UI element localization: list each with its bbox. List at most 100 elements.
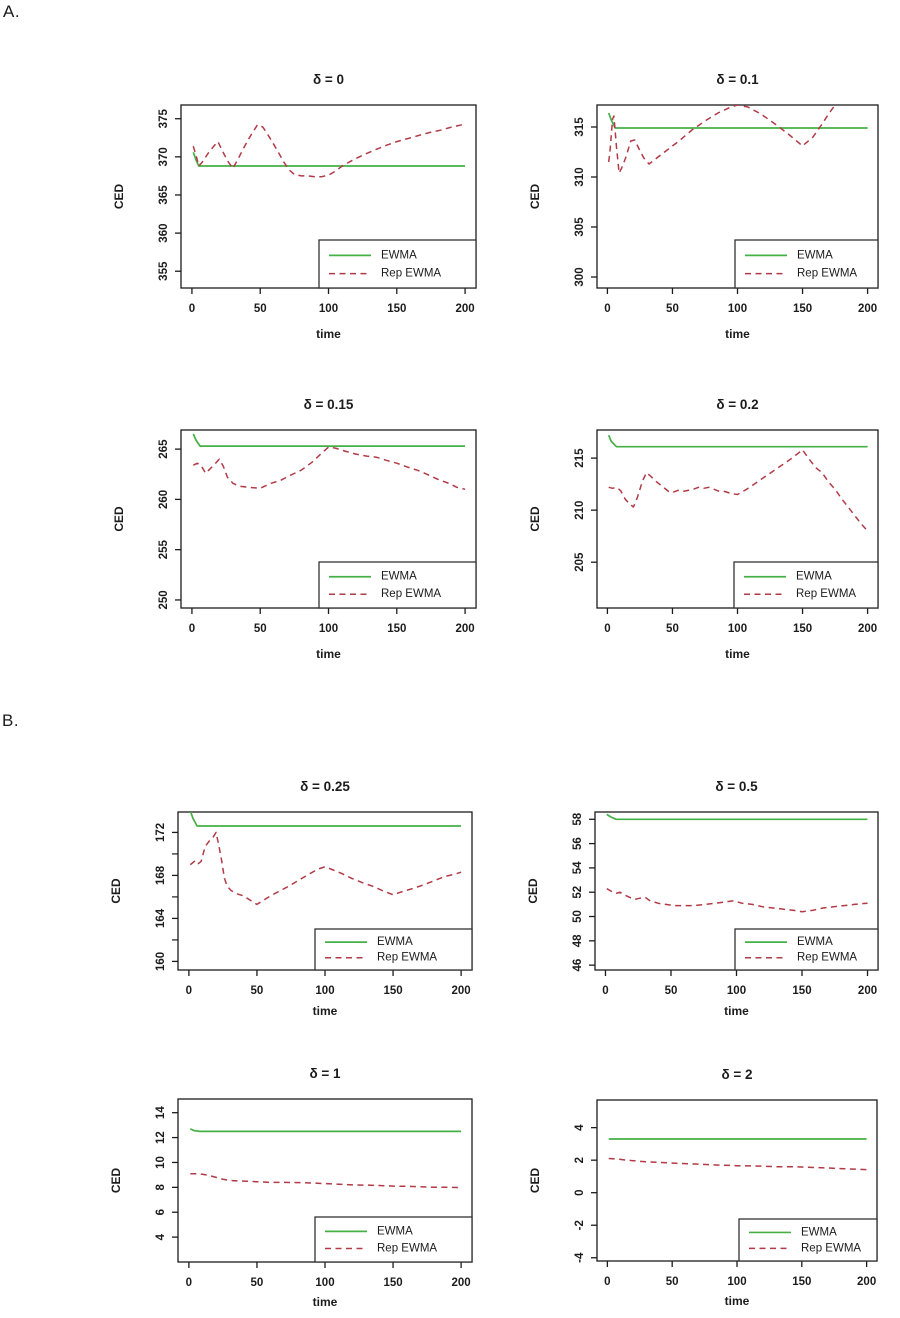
x-tick-label: 100 (728, 303, 747, 315)
x-tick-label: 50 (251, 985, 264, 997)
y-tick-label: 315 (574, 117, 586, 137)
legend-label-ewma: EWMA (377, 936, 413, 948)
y-axis-label: CED (109, 878, 123, 904)
legend: EWMA Rep EWMA (314, 1216, 473, 1263)
ewma-line (607, 112, 868, 129)
x-tick-label: 150 (387, 623, 406, 635)
y-axis: 205 210 215 (574, 448, 597, 572)
rep-ewma-line (192, 446, 466, 491)
y-axis-label: CED (528, 184, 542, 210)
y-tick-label: 2 (574, 1157, 586, 1163)
x-axis-label: time (724, 1004, 749, 1018)
ewma-line (189, 812, 462, 827)
legend: EWMA Rep EWMA (733, 561, 879, 609)
legend-label-rep-ewma: Rep EWMA (377, 952, 437, 964)
legend-box (314, 1216, 473, 1263)
y-tick-label: 4 (574, 1124, 586, 1131)
series-group (189, 1128, 462, 1189)
ewma-line (192, 152, 466, 167)
y-tick-label: 0 (574, 1189, 586, 1195)
x-axis-label: time (316, 327, 341, 341)
y-axis-label: CED (109, 1168, 123, 1194)
x-tick-label: 150 (793, 623, 812, 635)
series-group (608, 1138, 867, 1171)
legend: EWMA Rep EWMA (318, 239, 477, 289)
subplot-delta-0-15: δ = 0.15 0 50 100 150 200 time 250 255 260 265 CED E… (112, 397, 477, 661)
y-axis: 46 48 50 52 54 56 58 (572, 812, 595, 972)
legend-box (314, 928, 473, 971)
y-axis-label: CED (112, 184, 126, 210)
x-tick-label: 0 (189, 303, 195, 315)
subplot-delta-0-1: δ = 0.1 0 50 100 150 200 time 300 305 310 315 CED EW… (528, 72, 879, 341)
x-tick-label: 100 (728, 623, 747, 635)
series-group (189, 812, 462, 906)
x-tick-label: 200 (857, 1276, 876, 1288)
plot-title: δ = 0.15 (304, 397, 354, 412)
x-axis-label: time (725, 647, 750, 661)
subplot-delta-0-25: δ = 0.25 0 50 100 150 200 time 160 164 168 172 CED E… (109, 779, 473, 1018)
legend-label-rep-ewma: Rep EWMA (797, 268, 857, 280)
x-tick-label: 150 (793, 303, 812, 315)
x-axis: 0 50 100 150 200 (189, 288, 475, 315)
y-tick-label: 210 (574, 501, 586, 520)
legend-label-rep-ewma: Rep EWMA (377, 1243, 437, 1255)
x-tick-label: 0 (186, 985, 192, 997)
y-tick-label: -2 (574, 1220, 586, 1230)
y-tick-label: 265 (158, 439, 170, 459)
legend-box (318, 239, 477, 289)
legend-box (734, 239, 879, 289)
rep-ewma-line (608, 449, 869, 532)
x-axis-label: time (313, 1004, 338, 1018)
legend: EWMA Rep EWMA (314, 928, 473, 971)
y-tick-label: 14 (155, 1106, 167, 1119)
x-tick-label: 0 (604, 623, 610, 635)
ewma-line (607, 434, 868, 448)
ewma-line (192, 433, 466, 447)
y-tick-label: 300 (574, 267, 586, 286)
y-axis: 300 305 310 315 (574, 117, 597, 287)
y-tick-label: 370 (158, 147, 170, 166)
y-tick-label: 46 (572, 959, 584, 972)
y-axis: 355 360 365 370 375 (158, 109, 181, 281)
rep-ewma-line (607, 105, 837, 174)
x-tick-label: 150 (383, 1277, 402, 1289)
legend-label-ewma: EWMA (377, 1225, 413, 1237)
series-group (607, 434, 869, 532)
x-axis: 0 50 100 150 200 (186, 1262, 471, 1289)
y-tick-label: 305 (574, 217, 586, 237)
legend: EWMA Rep EWMA (318, 561, 477, 609)
x-tick-label: 100 (727, 985, 746, 997)
y-axis: 160 164 168 172 (155, 823, 178, 971)
x-tick-label: 50 (666, 1276, 679, 1288)
y-tick-label: 10 (155, 1156, 167, 1169)
y-tick-label: 168 (155, 865, 167, 885)
x-tick-label: 200 (858, 303, 877, 315)
series-group (192, 433, 466, 491)
plot-title: δ = 0.5 (715, 779, 758, 794)
y-tick-label: 255 (158, 539, 170, 559)
y-tick-label: 360 (158, 224, 170, 243)
x-axis: 0 50 100 150 200 (186, 970, 471, 997)
y-axis-label: CED (528, 1168, 542, 1194)
x-tick-label: 150 (792, 1276, 811, 1288)
x-axis-label: time (313, 1295, 338, 1309)
plot-title: δ = 1 (309, 1066, 341, 1081)
y-tick-label: 310 (574, 167, 586, 186)
rep-ewma-line (192, 123, 466, 178)
x-tick-label: 200 (858, 985, 877, 997)
ewma-line (189, 1128, 462, 1133)
legend-box (738, 1218, 878, 1262)
x-tick-label: 150 (383, 985, 402, 997)
x-tick-label: 100 (315, 985, 334, 997)
x-axis-label: time (725, 327, 750, 341)
y-tick-label: 54 (572, 861, 584, 874)
y-tick-label: 355 (158, 261, 170, 281)
x-tick-label: 200 (452, 1277, 471, 1289)
x-axis: 0 50 100 150 200 (604, 1261, 876, 1288)
legend-box (733, 561, 879, 609)
y-tick-label: 6 (155, 1209, 167, 1215)
y-tick-label: 375 (158, 109, 170, 129)
x-tick-label: 150 (792, 985, 811, 997)
x-tick-label: 100 (315, 1277, 334, 1289)
rep-ewma-line (190, 1172, 462, 1189)
